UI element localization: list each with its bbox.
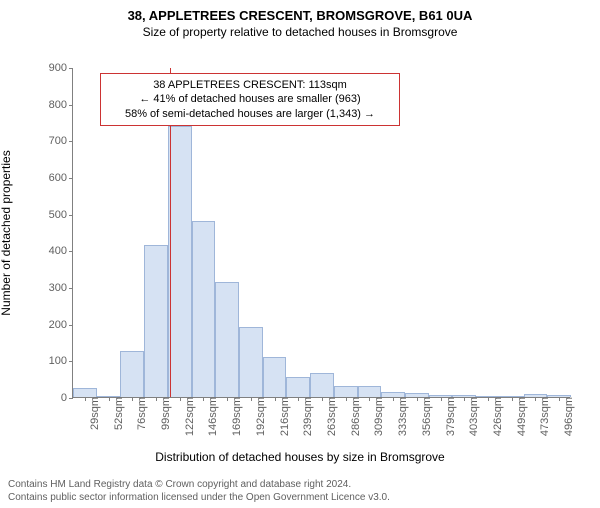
histogram-bar — [168, 126, 192, 397]
footer-line-2: Contains public sector information licen… — [8, 492, 390, 505]
footer-line-1: Contains HM Land Registry data © Crown c… — [8, 479, 390, 492]
x-tick-label: 239sqm — [298, 397, 314, 436]
histogram-bar — [286, 377, 310, 397]
x-tick-label: 309sqm — [369, 397, 385, 436]
annotation-line-2: ← 41% of detached houses are smaller (96… — [109, 92, 391, 106]
x-tick-label: 426sqm — [488, 397, 504, 436]
x-tick-label: 99sqm — [156, 397, 172, 430]
histogram-bar — [310, 373, 334, 397]
y-axis-label: Number of detached properties — [0, 150, 13, 315]
annotation-box: 38 APPLETREES CRESCENT: 113sqm ← 41% of … — [100, 73, 400, 126]
footer-attribution: Contains HM Land Registry data © Crown c… — [8, 479, 390, 504]
x-tick-label: 146sqm — [203, 397, 219, 436]
annotation-line-1: 38 APPLETREES CRESCENT: 113sqm — [109, 78, 391, 92]
x-tick-label: 356sqm — [417, 397, 433, 436]
histogram-bar — [192, 221, 216, 397]
histogram-bar — [263, 357, 287, 397]
histogram-bar — [215, 282, 239, 398]
x-tick-label: 192sqm — [251, 397, 267, 436]
x-tick-label: 449sqm — [512, 397, 528, 436]
x-tick-label: 496sqm — [559, 397, 575, 436]
x-tick-label: 263sqm — [322, 397, 338, 436]
x-tick-label: 379sqm — [441, 397, 457, 436]
x-tick-label: 333sqm — [393, 397, 409, 436]
x-tick-label: 216sqm — [275, 397, 291, 436]
histogram-bar — [334, 386, 358, 397]
histogram-bar — [239, 327, 263, 397]
histogram-bar — [358, 386, 382, 397]
page-title: 38, APPLETREES CRESCENT, BROMSGROVE, B61… — [0, 8, 600, 23]
page-subtitle: Size of property relative to detached ho… — [0, 25, 600, 39]
x-tick-label: 473sqm — [535, 397, 551, 436]
histogram-bar — [120, 351, 144, 397]
x-tick-label: 169sqm — [227, 397, 243, 436]
x-tick-label: 76sqm — [132, 397, 148, 430]
x-tick-label: 122sqm — [180, 397, 196, 436]
x-tick-label: 52sqm — [109, 397, 125, 430]
histogram-bar — [73, 388, 97, 397]
x-tick-label: 286sqm — [346, 397, 362, 436]
annotation-line-3: 58% of semi-detached houses are larger (… — [109, 107, 391, 121]
x-tick-label: 403sqm — [464, 397, 480, 436]
histogram-bar — [144, 245, 168, 397]
x-axis-label: Distribution of detached houses by size … — [0, 450, 600, 464]
x-tick-label: 29sqm — [85, 397, 101, 430]
